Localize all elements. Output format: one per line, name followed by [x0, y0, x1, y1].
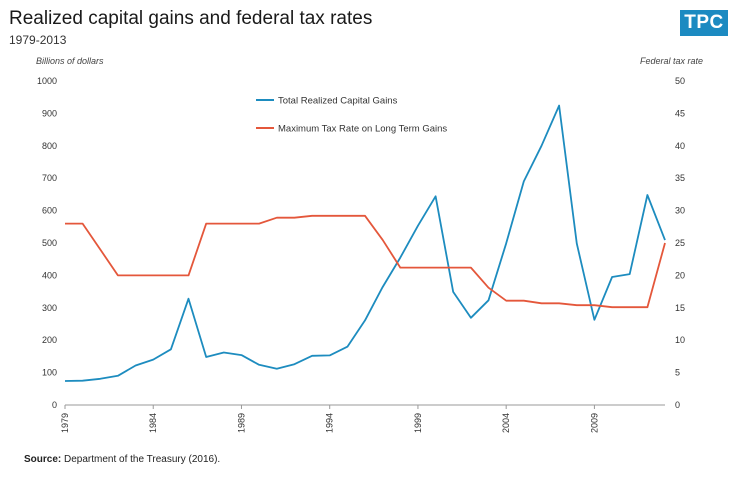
x-tick-label: 1999	[413, 413, 423, 433]
right-tick-label: 5	[675, 368, 680, 378]
left-axis-label: Billions of dollars	[36, 56, 104, 66]
right-tick-label: 30	[675, 206, 685, 216]
x-tick-label: 1994	[325, 413, 335, 433]
right-tick-label: 15	[675, 303, 685, 313]
x-tick-label: 1989	[236, 413, 246, 433]
x-tick-label: 1979	[60, 413, 70, 433]
right-tick-label: 40	[675, 141, 685, 151]
right-tick-label: 10	[675, 335, 685, 345]
right-tick-label: 0	[675, 400, 680, 410]
left-tick-label: 400	[42, 270, 57, 280]
right-tick-label: 25	[675, 238, 685, 248]
legend-label-2: Maximum Tax Rate on Long Term Gains	[278, 124, 447, 135]
left-tick-label: 500	[42, 238, 57, 248]
left-tick-label: 0	[52, 400, 57, 410]
left-tick-label: 900	[42, 108, 57, 118]
right-tick-label: 35	[675, 173, 685, 183]
tpc-logo: TPC	[680, 10, 728, 36]
chart-subtitle: 1979-2013	[9, 33, 67, 47]
chart-title: Realized capital gains and federal tax r…	[9, 8, 373, 29]
x-tick-label: 1984	[148, 413, 158, 433]
left-tick-label: 800	[42, 141, 57, 151]
series-line-1	[64, 104, 666, 382]
legend-label-1: Total Realized Capital Gains	[278, 96, 398, 107]
left-tick-label: 100	[42, 368, 57, 378]
right-tick-label: 50	[675, 76, 685, 86]
right-tick-label: 45	[675, 108, 685, 118]
source-label: Source:	[24, 454, 62, 465]
x-tick-label: 2009	[589, 413, 599, 433]
x-tick-label: 2004	[501, 413, 511, 433]
right-axis-label: Federal tax rate	[640, 56, 704, 66]
left-tick-label: 200	[42, 335, 57, 345]
left-tick-label: 700	[42, 173, 57, 183]
series-line-2	[65, 214, 666, 309]
right-tick-label: 20	[675, 270, 685, 280]
left-tick-label: 1000	[37, 76, 57, 86]
left-tick-label: 300	[42, 303, 57, 313]
left-tick-label: 600	[42, 206, 57, 216]
source-text: Department of the Treasury (2016).	[64, 454, 221, 465]
source-note: Source: Department of the Treasury (2016…	[24, 454, 220, 465]
